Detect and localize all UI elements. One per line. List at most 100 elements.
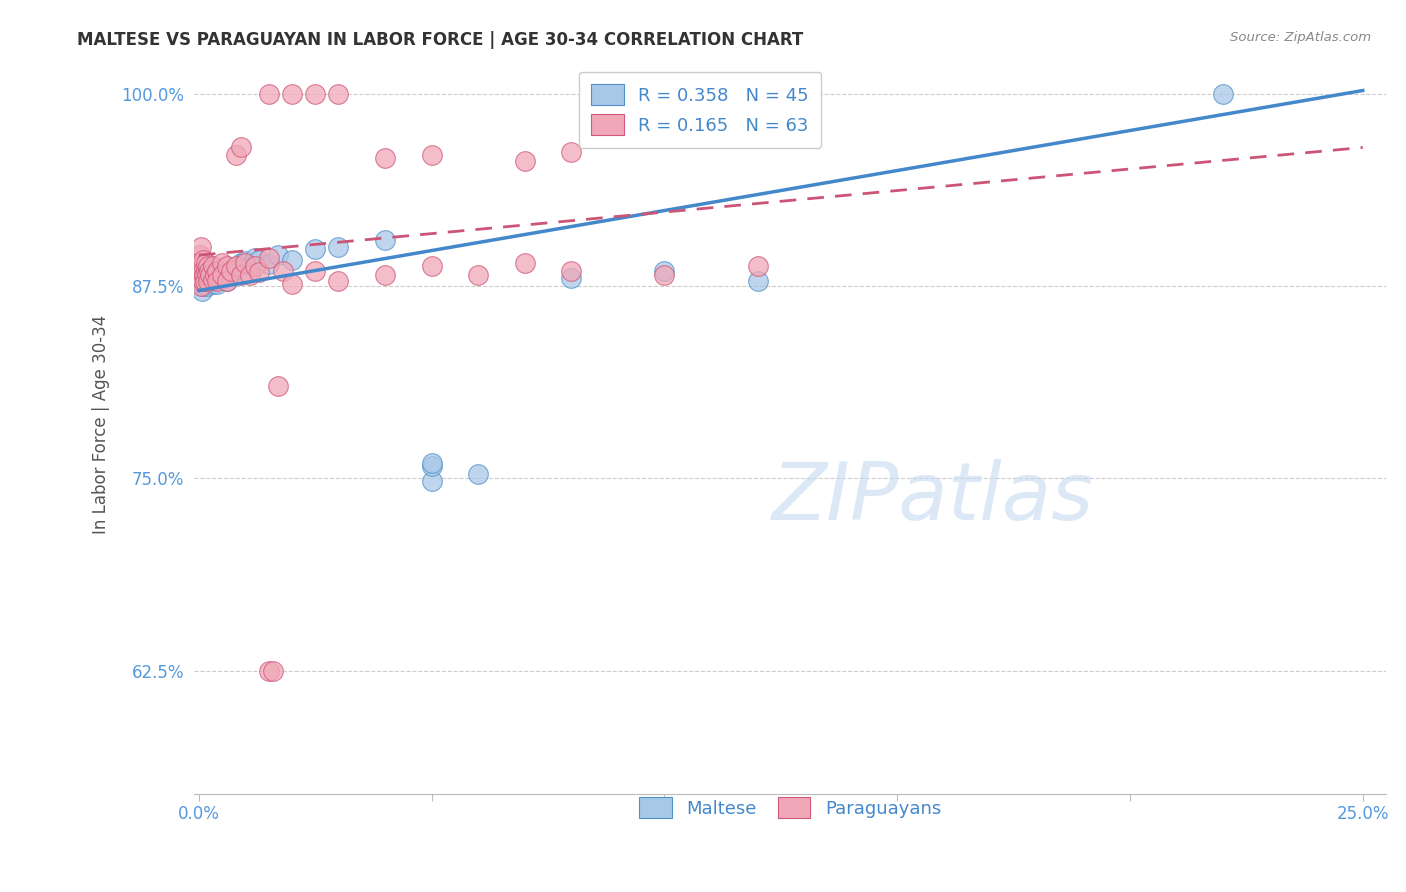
Point bbox=[193, 263, 215, 277]
Point bbox=[193, 268, 215, 282]
Point bbox=[194, 263, 217, 277]
Point bbox=[257, 252, 280, 266]
Point bbox=[225, 148, 247, 162]
Point bbox=[267, 379, 290, 393]
Y-axis label: In Labor Force | Age 30-34: In Labor Force | Age 30-34 bbox=[93, 315, 110, 534]
Point bbox=[560, 145, 582, 159]
Point bbox=[198, 274, 221, 288]
Point bbox=[221, 263, 243, 277]
Point bbox=[328, 274, 350, 288]
Point bbox=[190, 277, 212, 292]
Point bbox=[257, 664, 280, 678]
Point bbox=[195, 268, 218, 282]
Point bbox=[225, 259, 247, 273]
Point bbox=[197, 263, 219, 277]
Point bbox=[513, 256, 536, 270]
Point bbox=[188, 256, 211, 270]
Point bbox=[190, 259, 212, 273]
Point bbox=[198, 263, 221, 277]
Point bbox=[188, 268, 211, 282]
Point bbox=[467, 268, 489, 282]
Point bbox=[215, 265, 238, 279]
Point bbox=[197, 259, 219, 273]
Point bbox=[243, 252, 266, 266]
Point bbox=[191, 273, 214, 287]
Point bbox=[560, 263, 582, 277]
Point bbox=[211, 262, 233, 277]
Text: ZIPatlas: ZIPatlas bbox=[772, 459, 1094, 537]
Point bbox=[194, 267, 217, 281]
Point bbox=[211, 269, 233, 284]
Point bbox=[194, 274, 217, 288]
Point bbox=[229, 256, 252, 270]
Point bbox=[304, 242, 326, 256]
Point bbox=[560, 271, 582, 285]
Point bbox=[211, 268, 233, 282]
Point bbox=[328, 87, 350, 101]
Point bbox=[190, 284, 212, 298]
Point bbox=[374, 268, 396, 282]
Point bbox=[239, 259, 262, 273]
Point bbox=[204, 268, 226, 282]
Point bbox=[281, 87, 304, 101]
Point bbox=[188, 268, 211, 282]
Point bbox=[204, 273, 226, 287]
Point bbox=[229, 268, 252, 282]
Point bbox=[420, 475, 443, 489]
Point bbox=[207, 265, 229, 279]
Point bbox=[207, 263, 229, 277]
Point bbox=[200, 268, 222, 282]
Point bbox=[747, 259, 769, 273]
Point bbox=[654, 268, 676, 282]
Point bbox=[193, 276, 215, 290]
Point bbox=[247, 265, 270, 279]
Point bbox=[747, 274, 769, 288]
Point bbox=[215, 274, 238, 288]
Point bbox=[374, 151, 396, 165]
Point bbox=[467, 467, 489, 481]
Point bbox=[420, 456, 443, 470]
Point bbox=[191, 252, 214, 267]
Point bbox=[420, 259, 443, 273]
Point bbox=[190, 240, 212, 254]
Point bbox=[201, 259, 224, 273]
Point bbox=[190, 279, 212, 293]
Point bbox=[654, 263, 676, 277]
Point bbox=[190, 268, 212, 282]
Point bbox=[235, 256, 257, 270]
Point bbox=[201, 268, 224, 282]
Point bbox=[328, 240, 350, 254]
Point bbox=[193, 273, 215, 287]
Point bbox=[221, 267, 243, 281]
Point bbox=[271, 263, 294, 277]
Point bbox=[420, 458, 443, 473]
Point bbox=[195, 279, 218, 293]
Point bbox=[235, 254, 257, 268]
Point bbox=[188, 248, 211, 262]
Point bbox=[191, 265, 214, 279]
Point bbox=[207, 274, 229, 288]
Point bbox=[281, 252, 304, 267]
Point bbox=[215, 274, 238, 288]
Point bbox=[194, 256, 217, 270]
Point bbox=[201, 277, 224, 292]
Text: MALTESE VS PARAGUAYAN IN LABOR FORCE | AGE 30-34 CORRELATION CHART: MALTESE VS PARAGUAYAN IN LABOR FORCE | A… bbox=[77, 31, 804, 49]
Point bbox=[304, 263, 326, 277]
Point bbox=[229, 140, 252, 154]
Point bbox=[188, 274, 211, 288]
Point bbox=[243, 259, 266, 273]
Point bbox=[1212, 87, 1234, 101]
Point bbox=[247, 252, 270, 267]
Point bbox=[215, 259, 238, 273]
Point bbox=[207, 277, 229, 292]
Point bbox=[188, 274, 211, 288]
Legend: Maltese, Paraguayans: Maltese, Paraguayans bbox=[631, 790, 949, 825]
Point bbox=[191, 259, 214, 273]
Point bbox=[200, 260, 222, 275]
Point bbox=[262, 664, 284, 678]
Point bbox=[374, 233, 396, 247]
Point bbox=[191, 279, 214, 293]
Point bbox=[420, 148, 443, 162]
Point bbox=[513, 154, 536, 169]
Point bbox=[190, 265, 212, 279]
